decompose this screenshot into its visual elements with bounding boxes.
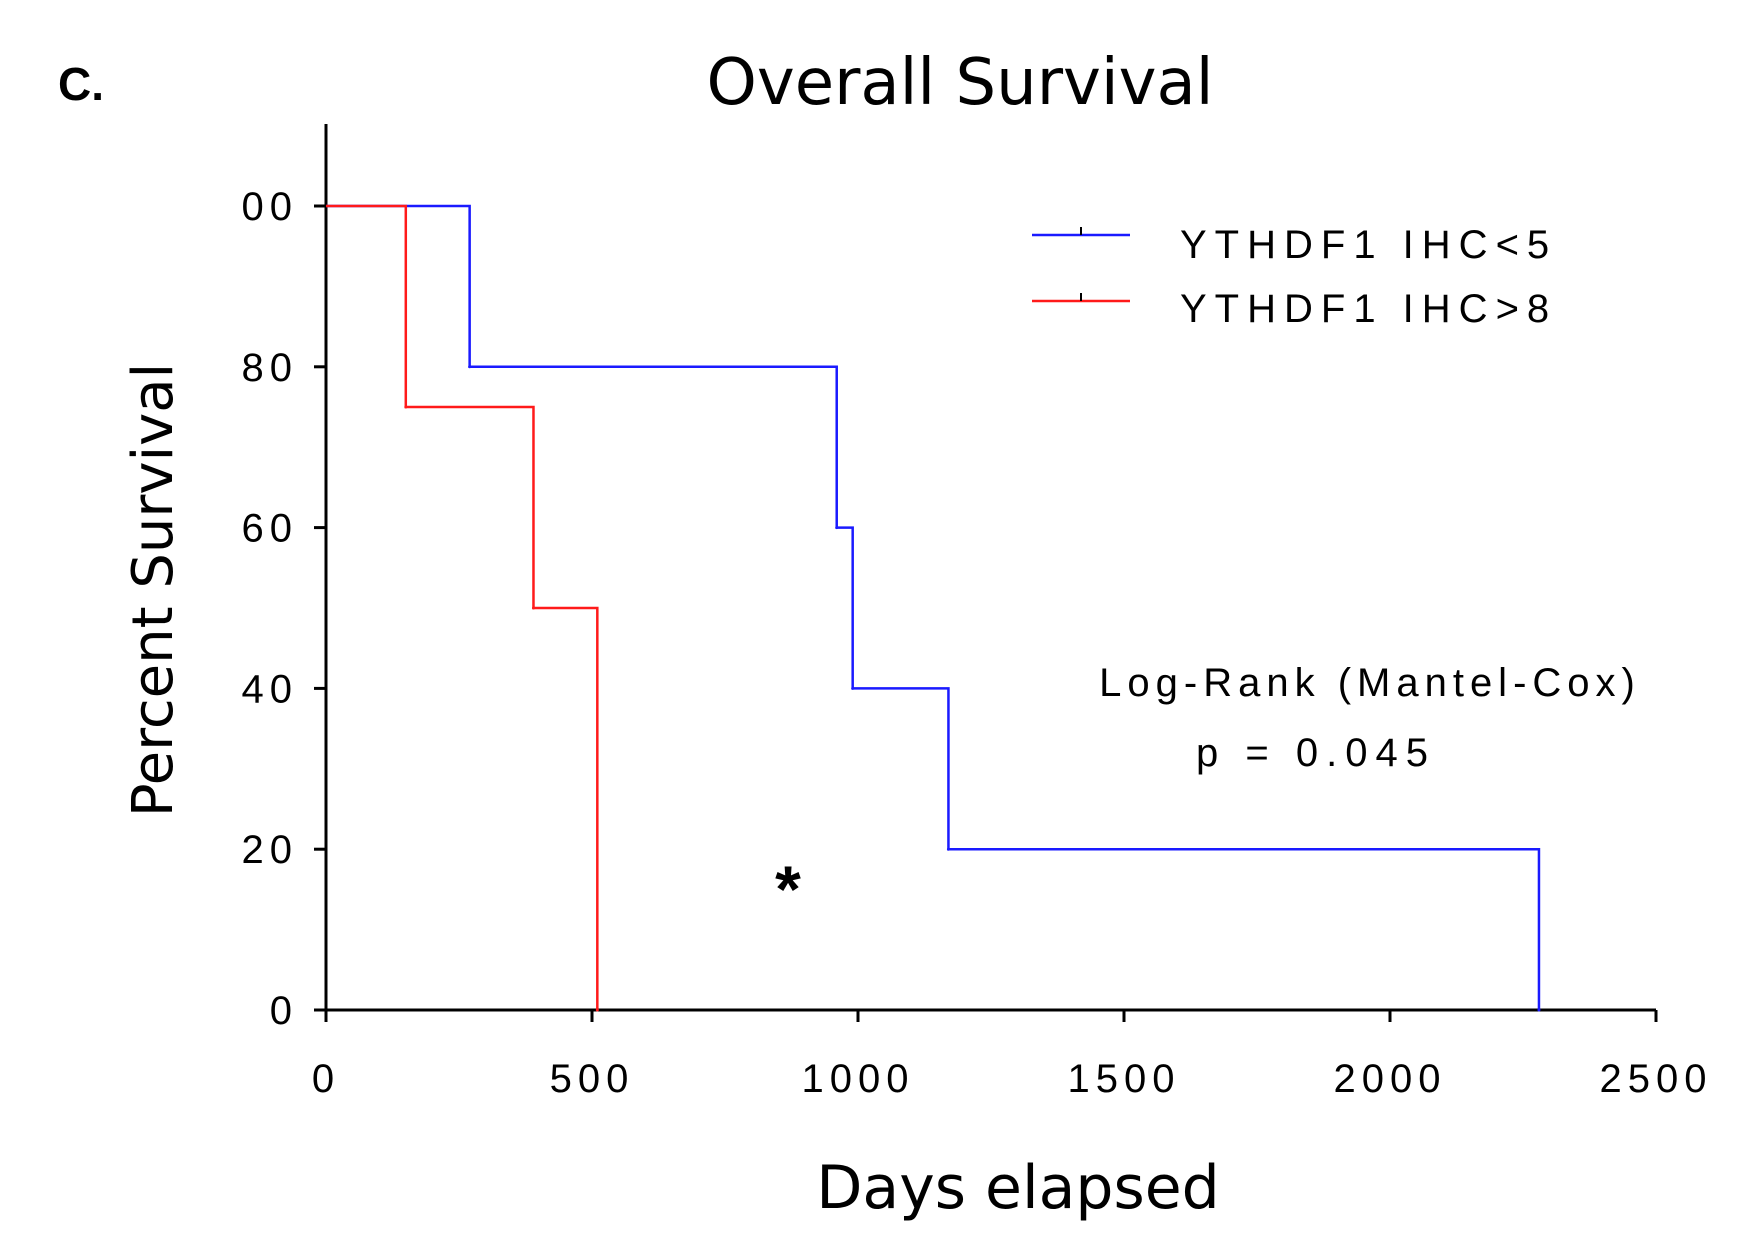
x-tick-label: 2500 (1600, 1057, 1713, 1101)
x-tick-label: 2000 (1334, 1057, 1447, 1101)
survival-step-point (404, 405, 408, 409)
significance-star: * (775, 852, 801, 926)
survival-step-point (468, 365, 472, 369)
y-tick-label: 40 (242, 667, 299, 711)
x-tick-label: 1500 (1068, 1057, 1181, 1101)
x-tick-label: 500 (550, 1057, 635, 1101)
series-group (326, 204, 1541, 1012)
legend-label-ihc-gt8: YTHDF1 IHC>8 (1180, 287, 1557, 331)
survival-step-point (835, 526, 839, 530)
x-ticks: 0 500 1000 1500 2000 2500 (312, 1010, 1713, 1101)
y-tick-label: 00 (242, 185, 299, 229)
x-tick-label: 1000 (802, 1057, 915, 1101)
chart-title: Overall Survival (706, 46, 1213, 120)
series-line-ihc-lt5 (326, 204, 1541, 1010)
x-tick-label: 0 (312, 1057, 340, 1101)
survival-step-point (595, 1008, 599, 1012)
series-line-ihc-gt8 (326, 204, 599, 1010)
p-value-annotation: p = 0.045 (1196, 731, 1436, 775)
y-ticks: 0 20 40 60 80 00 (242, 185, 326, 1033)
test-name-annotation: Log-Rank (Mantel-Cox) (1099, 661, 1641, 705)
survival-step-point (531, 606, 535, 610)
survival-step-point (946, 847, 950, 851)
y-tick-label: 20 (242, 828, 299, 872)
panel-label: C. (58, 58, 104, 110)
y-tick-label: 80 (242, 346, 299, 390)
legend: YTHDF1 IHC<5 YTHDF1 IHC>8 (1032, 223, 1557, 331)
x-axis-label: Days elapsed (816, 1153, 1220, 1223)
y-tick-label: 60 (242, 507, 299, 551)
y-axis-label: Percent Survival (121, 363, 186, 817)
survival-step-point (1537, 1008, 1541, 1012)
survival-step-point (851, 686, 855, 690)
y-tick-label: 0 (270, 989, 298, 1033)
legend-label-ihc-lt5: YTHDF1 IHC<5 (1180, 223, 1557, 267)
